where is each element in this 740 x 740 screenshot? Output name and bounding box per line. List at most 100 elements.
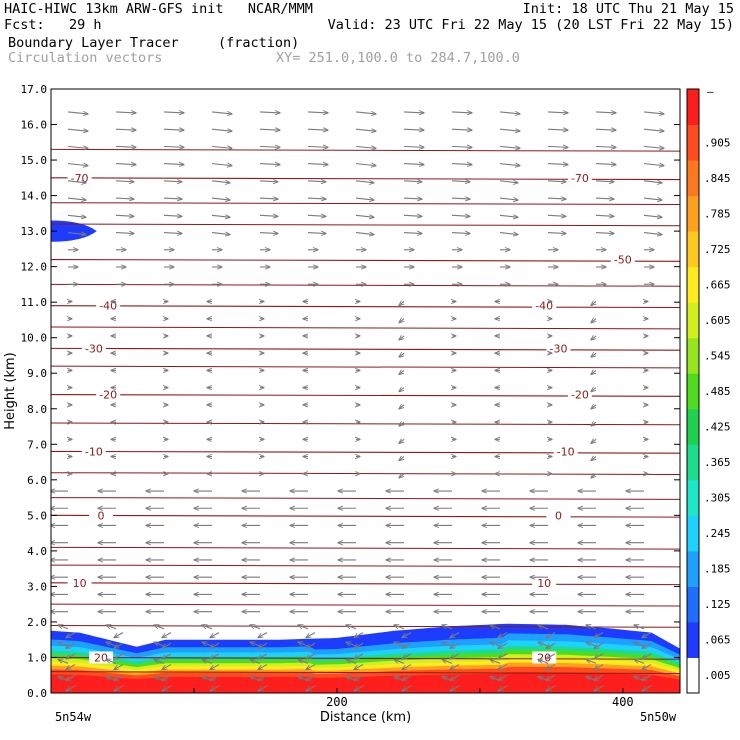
wind-vector bbox=[499, 215, 518, 217]
colorbar-swatch bbox=[687, 444, 699, 481]
wind-vector bbox=[546, 653, 556, 659]
wind-vector bbox=[498, 674, 508, 680]
valid-time: Valid: 23 UTC Fri 22 May 15 (20 LST Fri … bbox=[327, 17, 734, 33]
wind-vector bbox=[162, 685, 172, 691]
y-tick-label: 15.0 bbox=[21, 154, 48, 167]
wind-vector bbox=[355, 146, 376, 148]
wind-vector bbox=[67, 164, 88, 166]
wind-vector bbox=[450, 685, 460, 691]
wind-vector bbox=[403, 233, 422, 234]
wind-vector bbox=[586, 625, 597, 630]
wind-vector bbox=[642, 685, 652, 691]
init-time: Init: 18 UTC Thu 21 May 15 bbox=[522, 1, 734, 17]
wind-vector bbox=[115, 233, 134, 234]
wind-vector bbox=[642, 674, 652, 680]
contour-line-0 bbox=[51, 148, 680, 152]
wind-vector bbox=[451, 215, 470, 216]
wind-vector bbox=[67, 112, 88, 114]
colorbar-label: .125 bbox=[704, 598, 731, 611]
wind-vector bbox=[499, 112, 520, 114]
y-tick-label: 6.0 bbox=[27, 474, 47, 487]
wind-vector bbox=[66, 664, 76, 670]
wind-vector bbox=[403, 198, 422, 199]
wind-vector bbox=[307, 181, 326, 182]
wind-vector bbox=[355, 215, 374, 217]
wind-vector bbox=[399, 439, 404, 443]
wind-vector bbox=[499, 164, 520, 166]
contour-line-13 bbox=[51, 671, 680, 674]
wind-vector bbox=[202, 625, 213, 630]
wind-vector bbox=[399, 319, 404, 323]
contour-line-5 bbox=[51, 365, 680, 369]
y-axis-label: Height (km) bbox=[3, 352, 18, 429]
wind-vector bbox=[450, 664, 460, 670]
wind-vector bbox=[163, 129, 184, 130]
wind-vector bbox=[58, 659, 69, 664]
wind-vector bbox=[399, 336, 404, 340]
wind-vector bbox=[399, 457, 404, 461]
y-tick-label: 11.0 bbox=[21, 296, 48, 309]
contour-line-9 bbox=[51, 546, 680, 550]
wind-vector bbox=[306, 674, 316, 680]
wind-vector bbox=[211, 146, 232, 148]
wind-vector bbox=[399, 405, 404, 409]
wind-vector bbox=[162, 653, 172, 659]
wind-vector bbox=[595, 215, 614, 216]
colorbar-swatch bbox=[687, 195, 699, 232]
contour-line-11 bbox=[51, 603, 680, 607]
isotherm-label-bg bbox=[553, 445, 578, 458]
wind-vector bbox=[595, 146, 616, 147]
wind-vector bbox=[546, 632, 556, 638]
y-tick-label: 2.0 bbox=[27, 616, 47, 629]
wind-vector bbox=[163, 215, 182, 216]
wind-vector bbox=[643, 181, 662, 183]
colorbar-label: .365 bbox=[704, 456, 731, 469]
y-tick-label: 12.0 bbox=[21, 261, 48, 274]
colorbar-swatch bbox=[687, 89, 699, 126]
colorbar-swatch bbox=[687, 657, 699, 694]
isotherm-label: 20 bbox=[537, 651, 551, 664]
wind-vector bbox=[595, 233, 614, 234]
wind-vector bbox=[547, 233, 566, 234]
wind-vector bbox=[259, 198, 278, 199]
wind-vector bbox=[498, 685, 508, 691]
wind-vector bbox=[67, 215, 86, 217]
wind-vector bbox=[154, 625, 165, 630]
wind-vector bbox=[346, 625, 357, 630]
colorbar-label: .425 bbox=[704, 421, 731, 434]
y-tick-label: 4.0 bbox=[27, 545, 47, 558]
wind-vector bbox=[403, 181, 422, 182]
colorbar-label: .905 bbox=[704, 136, 731, 149]
colorbar-swatch bbox=[687, 302, 699, 339]
isotherm-label-bg bbox=[96, 388, 121, 401]
wind-vector bbox=[66, 653, 76, 659]
wind-vector bbox=[307, 146, 328, 147]
wind-vector bbox=[67, 129, 88, 131]
wind-vector bbox=[591, 405, 596, 409]
wind-vector bbox=[595, 198, 614, 199]
wind-vector bbox=[499, 233, 518, 235]
colorbar-label: .245 bbox=[704, 527, 731, 540]
wind-vector bbox=[211, 112, 232, 114]
wind-vector bbox=[354, 653, 364, 659]
wind-vector bbox=[595, 112, 616, 113]
wind-vector bbox=[642, 664, 652, 670]
isotherm-label-bg bbox=[567, 388, 592, 401]
wind-vector bbox=[162, 664, 172, 670]
isotherm-line-10 bbox=[51, 582, 680, 586]
wind-vector bbox=[210, 632, 220, 638]
wind-vector bbox=[591, 422, 596, 426]
wind-vector bbox=[67, 198, 86, 200]
wind-vector bbox=[306, 664, 316, 670]
wind-vector bbox=[499, 129, 520, 131]
wind-vector bbox=[499, 181, 518, 183]
wind-vector bbox=[354, 642, 364, 648]
isotherm-label-bg bbox=[81, 445, 106, 458]
isotherm-label-bg bbox=[567, 171, 592, 184]
wind-vector bbox=[399, 301, 404, 305]
wind-vector bbox=[114, 653, 124, 659]
colorbar-label: .185 bbox=[704, 563, 731, 576]
wind-vector bbox=[210, 664, 220, 670]
wind-vector bbox=[594, 685, 604, 691]
y-tick-label: 3.0 bbox=[27, 580, 47, 593]
